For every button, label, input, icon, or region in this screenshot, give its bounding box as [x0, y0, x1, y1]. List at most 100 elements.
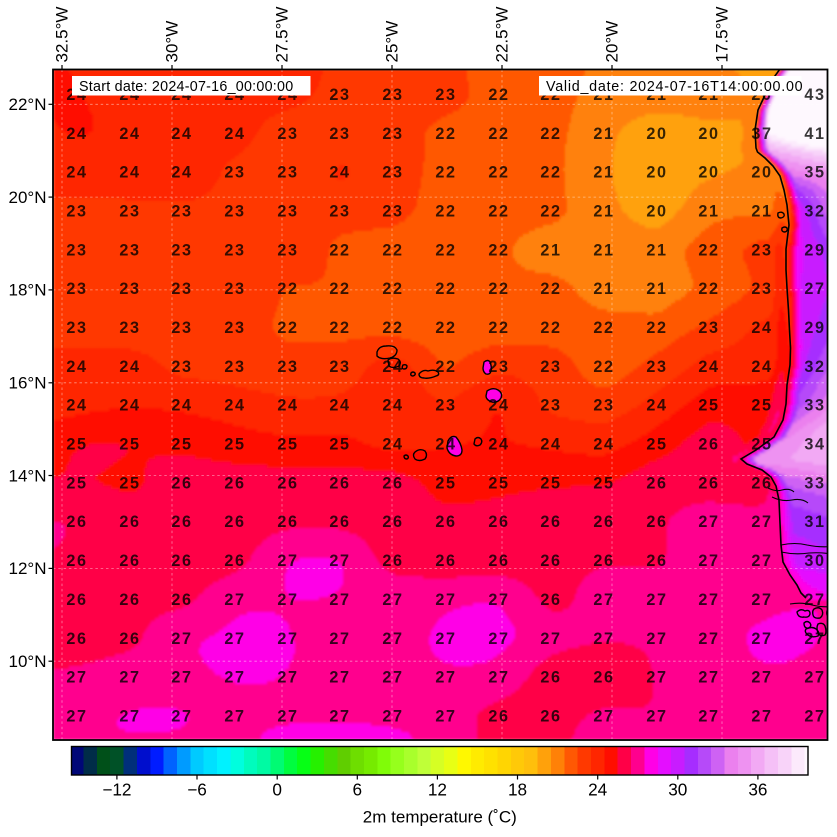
svg-text:22: 22	[435, 164, 456, 182]
svg-text:26: 26	[119, 513, 140, 531]
svg-text:20°W: 20°W	[603, 21, 622, 63]
svg-text:27: 27	[804, 630, 825, 648]
svg-text:26: 26	[329, 513, 350, 531]
svg-text:27: 27	[329, 552, 350, 570]
svg-text:27: 27	[804, 708, 825, 726]
svg-text:26: 26	[329, 474, 350, 492]
svg-text:23: 23	[646, 358, 667, 376]
svg-text:24: 24	[66, 397, 87, 415]
svg-text:24: 24	[646, 397, 667, 415]
svg-text:23: 23	[171, 203, 192, 221]
svg-text:26: 26	[171, 513, 192, 531]
svg-text:27: 27	[435, 669, 456, 687]
svg-text:26: 26	[593, 552, 614, 570]
svg-text:22: 22	[488, 203, 509, 221]
svg-text:26: 26	[382, 552, 403, 570]
svg-text:24: 24	[540, 436, 561, 454]
svg-text:22.5°W: 22.5°W	[493, 7, 512, 63]
svg-text:20: 20	[646, 203, 667, 221]
svg-text:27: 27	[751, 630, 772, 648]
svg-text:23: 23	[171, 241, 192, 259]
svg-text:26: 26	[382, 474, 403, 492]
svg-text:26: 26	[224, 552, 245, 570]
svg-text:27: 27	[593, 708, 614, 726]
svg-text:−6: −6	[187, 780, 207, 800]
svg-text:24: 24	[698, 358, 719, 376]
svg-text:23: 23	[329, 86, 350, 104]
svg-text:24: 24	[66, 358, 87, 376]
svg-text:27: 27	[224, 591, 245, 609]
svg-text:18°N: 18°N	[9, 281, 47, 300]
svg-text:25: 25	[329, 436, 350, 454]
svg-text:23: 23	[119, 241, 140, 259]
svg-text:23: 23	[171, 358, 192, 376]
svg-text:27: 27	[382, 630, 403, 648]
svg-text:23: 23	[224, 358, 245, 376]
svg-text:Start date: 2024-07-16_00:00:0: Start date: 2024-07-16_00:00:00	[79, 79, 293, 95]
svg-text:23: 23	[171, 319, 192, 337]
svg-text:27: 27	[698, 630, 719, 648]
svg-text:23: 23	[224, 164, 245, 182]
svg-text:26: 26	[540, 669, 561, 687]
svg-text:23: 23	[66, 280, 87, 298]
svg-text:27: 27	[593, 630, 614, 648]
svg-text:23: 23	[329, 203, 350, 221]
svg-text:22: 22	[435, 319, 456, 337]
svg-text:27: 27	[277, 669, 298, 687]
svg-text:27: 27	[119, 669, 140, 687]
svg-text:27: 27	[329, 669, 350, 687]
svg-text:14°N: 14°N	[9, 466, 47, 485]
svg-text:21: 21	[593, 125, 614, 143]
svg-text:27: 27	[698, 513, 719, 531]
svg-text:22: 22	[593, 319, 614, 337]
svg-text:21: 21	[593, 164, 614, 182]
svg-text:27: 27	[540, 630, 561, 648]
svg-text:27: 27	[277, 708, 298, 726]
svg-text:23: 23	[277, 358, 298, 376]
svg-text:23: 23	[277, 164, 298, 182]
svg-text:25: 25	[698, 397, 719, 415]
svg-text:26: 26	[277, 513, 298, 531]
svg-text:26: 26	[646, 513, 667, 531]
svg-text:27: 27	[171, 669, 192, 687]
svg-text:27: 27	[751, 552, 772, 570]
svg-text:22: 22	[382, 280, 403, 298]
svg-text:26: 26	[435, 513, 456, 531]
svg-text:27: 27	[119, 708, 140, 726]
svg-text:24: 24	[751, 358, 772, 376]
svg-text:22: 22	[698, 280, 719, 298]
svg-text:25: 25	[751, 436, 772, 454]
svg-text:17.5°W: 17.5°W	[713, 7, 732, 63]
svg-text:27: 27	[698, 591, 719, 609]
svg-text:26: 26	[698, 436, 719, 454]
svg-text:27: 27	[593, 591, 614, 609]
svg-text:20: 20	[646, 125, 667, 143]
svg-text:27: 27	[277, 630, 298, 648]
svg-text:25: 25	[171, 436, 192, 454]
svg-text:27: 27	[329, 591, 350, 609]
svg-text:22: 22	[488, 241, 509, 259]
svg-text:26: 26	[66, 513, 87, 531]
svg-text:24: 24	[66, 125, 87, 143]
svg-text:10°N: 10°N	[9, 652, 47, 671]
svg-text:22: 22	[698, 241, 719, 259]
svg-text:27: 27	[646, 630, 667, 648]
svg-text:23: 23	[329, 125, 350, 143]
svg-text:25: 25	[119, 474, 140, 492]
svg-text:27: 27	[488, 630, 509, 648]
svg-text:26: 26	[593, 669, 614, 687]
svg-text:26: 26	[119, 630, 140, 648]
svg-text:20: 20	[698, 164, 719, 182]
svg-text:23: 23	[751, 280, 772, 298]
svg-text:34: 34	[804, 436, 825, 454]
svg-text:27: 27	[751, 513, 772, 531]
svg-text:26: 26	[488, 513, 509, 531]
svg-text:20°N: 20°N	[9, 188, 47, 207]
svg-text:24: 24	[751, 319, 772, 337]
svg-text:Valid_date: 2024-07-16T14:00:0: Valid_date: 2024-07-16T14:00:00.00	[546, 79, 803, 95]
svg-text:27: 27	[435, 630, 456, 648]
svg-text:26: 26	[119, 591, 140, 609]
svg-text:22: 22	[540, 319, 561, 337]
svg-text:21: 21	[593, 280, 614, 298]
svg-text:27: 27	[171, 630, 192, 648]
